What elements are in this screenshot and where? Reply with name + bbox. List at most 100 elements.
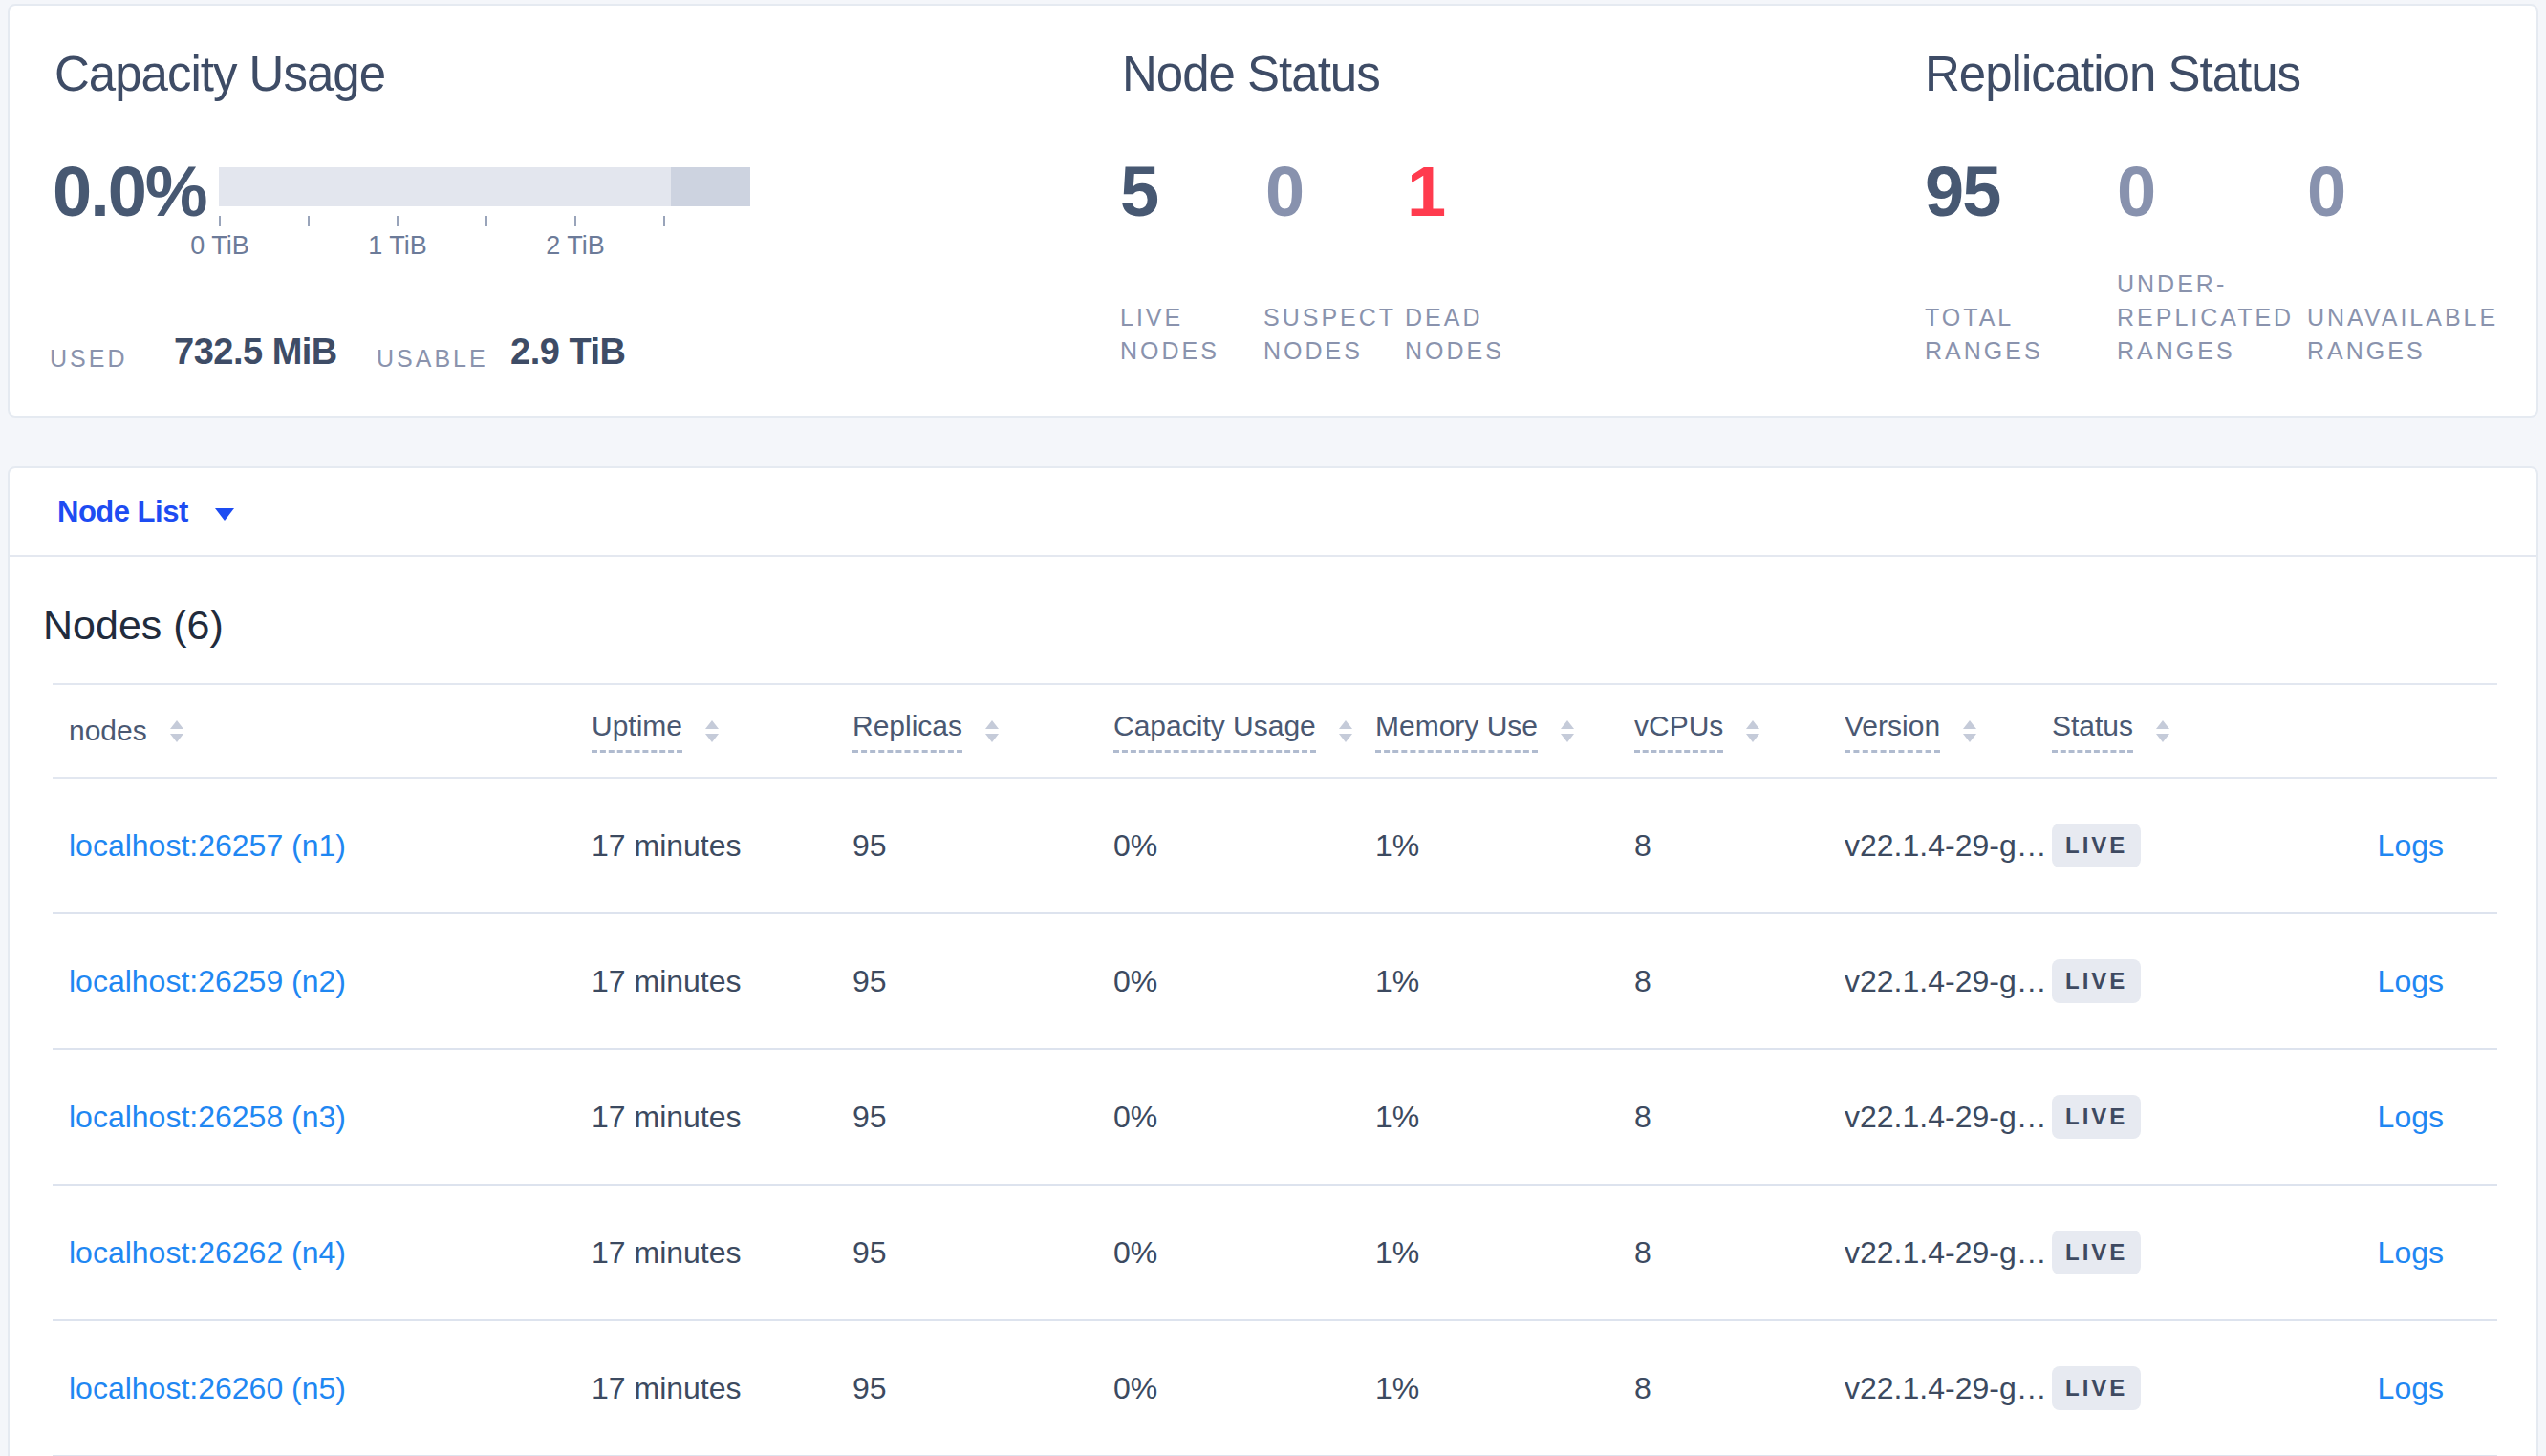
capacity-usage-cell: 0% xyxy=(1113,1235,1375,1271)
sort-icon xyxy=(705,720,719,742)
node-link[interactable]: localhost:26260 (n5) xyxy=(69,1371,346,1405)
logs-link[interactable]: Logs xyxy=(2378,1235,2444,1270)
col-header-uptime[interactable]: Uptime xyxy=(592,710,852,753)
node-status-title: Node Status xyxy=(1122,46,1380,102)
table-row: localhost:26259 (n2) 17 minutes 95 0% 1%… xyxy=(53,914,2497,1050)
suspect-nodes-count: 0 xyxy=(1265,157,1303,227)
node-link[interactable]: localhost:26258 (n3) xyxy=(69,1100,346,1134)
capacity-bar-reserved xyxy=(671,167,750,206)
live-nodes-label: LIVE NODES xyxy=(1120,301,1244,368)
tick xyxy=(219,216,221,226)
uptime-cell: 17 minutes xyxy=(592,1100,852,1135)
sort-icon xyxy=(985,720,999,742)
memory-use-cell: 1% xyxy=(1375,828,1634,864)
status-badge: LIVE xyxy=(2052,824,2141,867)
sort-icon xyxy=(1746,720,1759,742)
table-row: localhost:26258 (n3) 17 minutes 95 0% 1%… xyxy=(53,1050,2497,1186)
col-header-vcpus[interactable]: vCPUs xyxy=(1634,710,1845,753)
vcpus-cell: 8 xyxy=(1634,1235,1845,1271)
usable-value: 2.9 TiB xyxy=(510,332,625,373)
replicas-cell: 95 xyxy=(852,1100,1113,1135)
table-row: localhost:26257 (n1) 17 minutes 95 0% 1%… xyxy=(53,779,2497,914)
capacity-bar xyxy=(219,167,750,206)
vcpus-cell: 8 xyxy=(1634,1371,1845,1406)
dead-nodes-count: 1 xyxy=(1407,157,1444,227)
tick xyxy=(308,216,310,226)
vcpus-cell: 8 xyxy=(1634,828,1845,864)
dead-nodes-label: DEAD NODES xyxy=(1405,301,1529,368)
uptime-cell: 17 minutes xyxy=(592,964,852,999)
capacity-usage-cell: 0% xyxy=(1113,964,1375,999)
table-header-row: nodes Uptime Replicas Capacity Usage Mem… xyxy=(53,683,2497,779)
col-header-replicas[interactable]: Replicas xyxy=(852,710,1113,753)
nodes-table: nodes Uptime Replicas Capacity Usage Mem… xyxy=(53,683,2497,1456)
tick xyxy=(574,216,576,226)
total-ranges-count: 95 xyxy=(1925,157,1999,227)
col-header-nodes[interactable]: nodes xyxy=(53,715,592,747)
used-label: USED xyxy=(50,345,127,373)
uptime-cell: 17 minutes xyxy=(592,1235,852,1271)
version-cell: v22.1.4-29-g… xyxy=(1845,828,2052,864)
tick xyxy=(397,216,399,226)
status-badge: LIVE xyxy=(2052,959,2141,1003)
version-cell: v22.1.4-29-g… xyxy=(1845,964,2052,999)
under-replicated-label: UNDER-REPLICATED RANGES xyxy=(2117,268,2291,368)
tick xyxy=(663,216,665,226)
chevron-down-icon[interactable] xyxy=(215,508,234,521)
nodes-section-heading: Nodes (6) xyxy=(43,602,224,649)
node-link[interactable]: localhost:26257 (n1) xyxy=(69,828,346,863)
node-link[interactable]: localhost:26262 (n4) xyxy=(69,1235,346,1270)
table-row: localhost:26262 (n4) 17 minutes 95 0% 1%… xyxy=(53,1186,2497,1321)
suspect-nodes-label: SUSPECT NODES xyxy=(1263,301,1405,368)
sort-icon xyxy=(1339,720,1352,742)
capacity-usage-cell: 0% xyxy=(1113,828,1375,864)
replicas-cell: 95 xyxy=(852,1235,1113,1271)
col-header-capacity-usage[interactable]: Capacity Usage xyxy=(1113,710,1375,753)
sort-icon xyxy=(2156,720,2169,742)
node-link[interactable]: localhost:26259 (n2) xyxy=(69,964,346,998)
logs-link[interactable]: Logs xyxy=(2378,1371,2444,1405)
cluster-summary-panel: Capacity Usage 0.0% 0 TiB 1 TiB 2 TiB US… xyxy=(8,4,2538,418)
version-cell: v22.1.4-29-g… xyxy=(1845,1371,2052,1406)
logs-link[interactable]: Logs xyxy=(2378,964,2444,998)
memory-use-cell: 1% xyxy=(1375,1371,1634,1406)
sort-icon xyxy=(170,720,183,742)
col-header-version[interactable]: Version xyxy=(1845,710,2052,753)
tick-label-1: 1 TiB xyxy=(340,231,455,261)
memory-use-cell: 1% xyxy=(1375,1235,1634,1271)
under-replicated-count: 0 xyxy=(2117,157,2154,227)
status-badge: LIVE xyxy=(2052,1231,2141,1274)
tick-label-2: 2 TiB xyxy=(518,231,633,261)
live-nodes-count: 5 xyxy=(1120,157,1157,227)
uptime-cell: 17 minutes xyxy=(592,828,852,864)
tick xyxy=(485,216,487,226)
tick-label-0: 0 TiB xyxy=(162,231,277,261)
version-cell: v22.1.4-29-g… xyxy=(1845,1100,2052,1135)
capacity-percent: 0.0% xyxy=(53,157,206,227)
replicas-cell: 95 xyxy=(852,828,1113,864)
logs-link[interactable]: Logs xyxy=(2378,828,2444,863)
replication-status-title: Replication Status xyxy=(1925,46,2300,102)
capacity-usage-title: Capacity Usage xyxy=(54,46,385,102)
node-list-panel: Node List Nodes (6) nodes Uptime Replica… xyxy=(8,466,2538,1456)
total-ranges-label: TOTAL RANGES xyxy=(1925,301,2068,368)
sort-icon xyxy=(1963,720,1976,742)
status-badge: LIVE xyxy=(2052,1095,2141,1139)
usable-label: USABLE xyxy=(377,345,488,373)
capacity-usage-cell: 0% xyxy=(1113,1100,1375,1135)
unavailable-count: 0 xyxy=(2307,157,2344,227)
col-header-status[interactable]: Status xyxy=(2052,710,2281,753)
memory-use-cell: 1% xyxy=(1375,1100,1634,1135)
vcpus-cell: 8 xyxy=(1634,964,1845,999)
unavailable-label: UNAVAILABLE RANGES xyxy=(2307,301,2498,368)
logs-link[interactable]: Logs xyxy=(2378,1100,2444,1134)
used-value: 732.5 MiB xyxy=(174,332,337,373)
uptime-cell: 17 minutes xyxy=(592,1371,852,1406)
view-selector-dropdown[interactable]: Node List xyxy=(57,495,188,529)
table-row: localhost:26260 (n5) 17 minutes 95 0% 1%… xyxy=(53,1321,2497,1456)
col-header-memory-use[interactable]: Memory Use xyxy=(1375,710,1634,753)
replicas-cell: 95 xyxy=(852,964,1113,999)
version-cell: v22.1.4-29-g… xyxy=(1845,1235,2052,1271)
replicas-cell: 95 xyxy=(852,1371,1113,1406)
view-selector-bar: Node List xyxy=(10,468,2536,557)
